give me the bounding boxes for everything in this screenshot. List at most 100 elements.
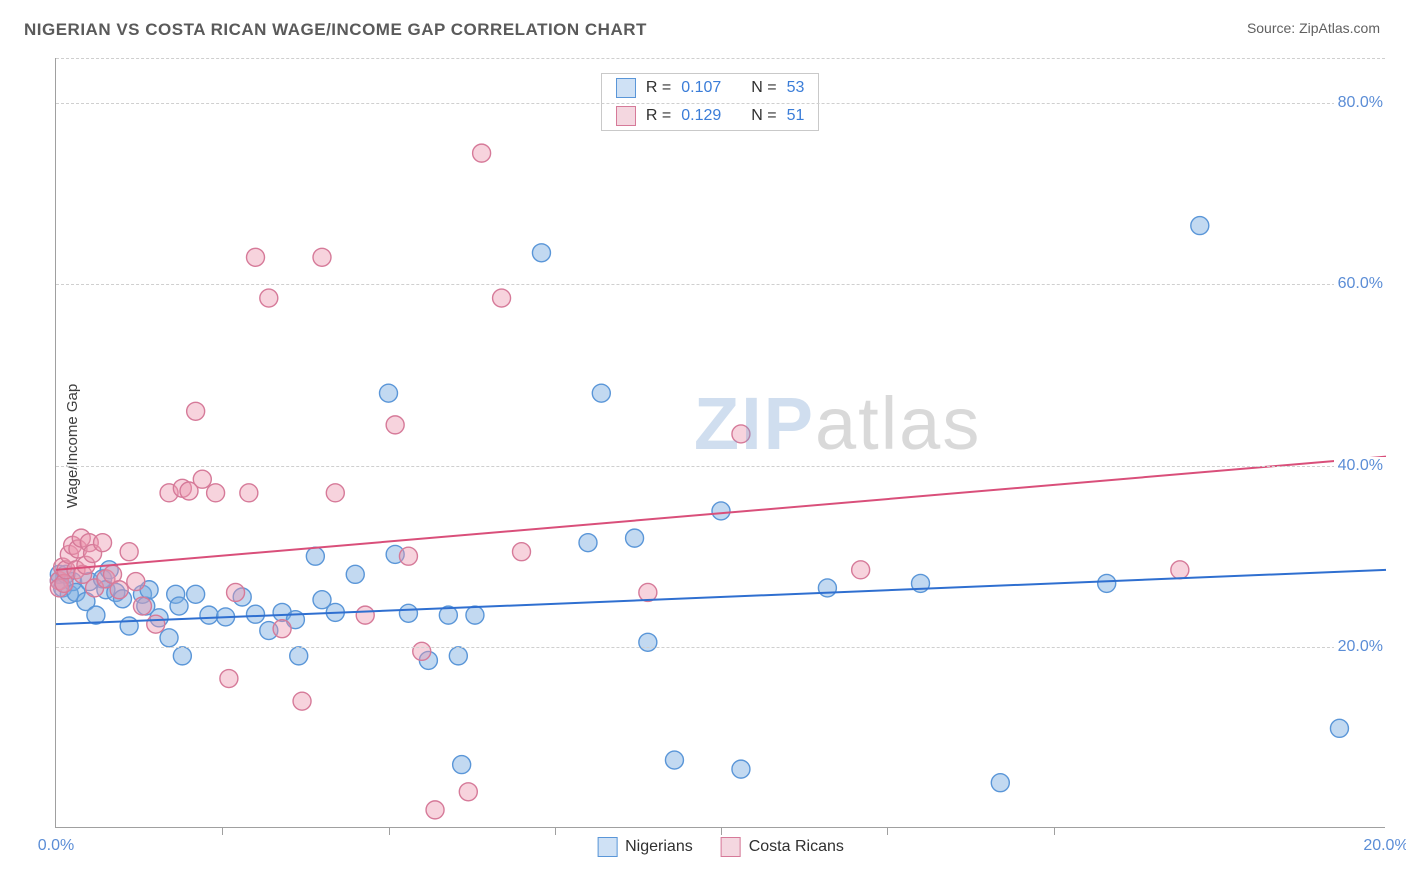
x-minor-tick [1054, 827, 1055, 835]
scatter-svg [56, 58, 1385, 827]
data-point [207, 484, 225, 502]
data-point [380, 384, 398, 402]
data-point [665, 751, 683, 769]
data-point [133, 597, 151, 615]
n-value: 51 [787, 107, 805, 125]
data-point [293, 692, 311, 710]
n-label: N = [751, 107, 776, 125]
data-point [326, 484, 344, 502]
data-point [94, 534, 112, 552]
gridline [56, 647, 1385, 648]
gridline [56, 466, 1385, 467]
data-point [306, 547, 324, 565]
data-point [532, 244, 550, 262]
series-legend: Nigerians Costa Ricans [597, 837, 844, 857]
r-value: 0.107 [681, 79, 721, 97]
y-tick-label: 60.0% [1334, 275, 1387, 293]
data-point [459, 783, 477, 801]
data-point [579, 534, 597, 552]
source-label: Source: [1247, 20, 1295, 36]
data-point [187, 402, 205, 420]
data-point [193, 470, 211, 488]
data-point [273, 620, 291, 638]
legend-series-name: Costa Ricans [749, 838, 844, 856]
legend-stats-row: R = 0.129 N = 51 [602, 102, 819, 130]
legend-item: Costa Ricans [721, 837, 844, 857]
data-point [399, 604, 417, 622]
data-point [290, 647, 308, 665]
source-attribution: Source: ZipAtlas.com [1247, 20, 1380, 36]
chart-title: NIGERIAN VS COSTA RICAN WAGE/INCOME GAP … [24, 20, 647, 40]
data-point [1098, 574, 1116, 592]
data-point [247, 605, 265, 623]
data-point [120, 617, 138, 635]
data-point [466, 606, 484, 624]
legend-swatch [616, 78, 636, 98]
source-link[interactable]: ZipAtlas.com [1299, 20, 1380, 36]
legend-item: Nigerians [597, 837, 693, 857]
data-point [160, 629, 178, 647]
data-point [240, 484, 258, 502]
data-point [173, 647, 191, 665]
data-point [399, 547, 417, 565]
data-point [227, 583, 245, 601]
data-point [346, 565, 364, 583]
x-tick-label: 20.0% [1363, 837, 1406, 855]
x-minor-tick [222, 827, 223, 835]
data-point [639, 633, 657, 651]
data-point [991, 774, 1009, 792]
legend-swatch [597, 837, 617, 857]
data-point [120, 543, 138, 561]
data-point [453, 756, 471, 774]
data-point [1171, 561, 1189, 579]
trend-line [56, 570, 1386, 624]
data-point [449, 647, 467, 665]
x-minor-tick [555, 827, 556, 835]
data-point [473, 144, 491, 162]
data-point [313, 248, 331, 266]
data-point [170, 597, 188, 615]
gridline [56, 284, 1385, 285]
r-value: 0.129 [681, 107, 721, 125]
r-label: R = [646, 79, 671, 97]
data-point [1191, 217, 1209, 235]
legend-series-name: Nigerians [625, 838, 693, 856]
data-point [147, 615, 165, 633]
x-minor-tick [389, 827, 390, 835]
data-point [127, 573, 145, 591]
scatter-plot-area: ZIPatlas R =0.107N =53R =0.129N =51 Nige… [55, 58, 1385, 828]
data-point [413, 642, 431, 660]
data-point [260, 289, 278, 307]
x-minor-tick [887, 827, 888, 835]
data-point [626, 529, 644, 547]
gridline [56, 103, 1385, 104]
y-tick-label: 80.0% [1334, 94, 1387, 112]
data-point [200, 606, 218, 624]
data-point [818, 579, 836, 597]
data-point [493, 289, 511, 307]
x-minor-tick [721, 827, 722, 835]
n-value: 53 [787, 79, 805, 97]
data-point [513, 543, 531, 561]
r-label: R = [646, 107, 671, 125]
data-point [1330, 719, 1348, 737]
data-point [356, 606, 374, 624]
legend-swatch [721, 837, 741, 857]
data-point [247, 248, 265, 266]
n-label: N = [751, 79, 776, 97]
data-point [712, 502, 730, 520]
data-point [426, 801, 444, 819]
y-tick-label: 40.0% [1334, 457, 1387, 475]
data-point [110, 581, 128, 599]
data-point [732, 425, 750, 443]
data-point [592, 384, 610, 402]
data-point [187, 585, 205, 603]
legend-stats-row: R = 0.107 N = 53 [602, 74, 819, 102]
data-point [220, 670, 238, 688]
data-point [386, 416, 404, 434]
data-point [732, 760, 750, 778]
data-point [852, 561, 870, 579]
legend-swatch [616, 106, 636, 126]
trend-line [56, 457, 1386, 570]
x-tick-label: 0.0% [38, 837, 74, 855]
